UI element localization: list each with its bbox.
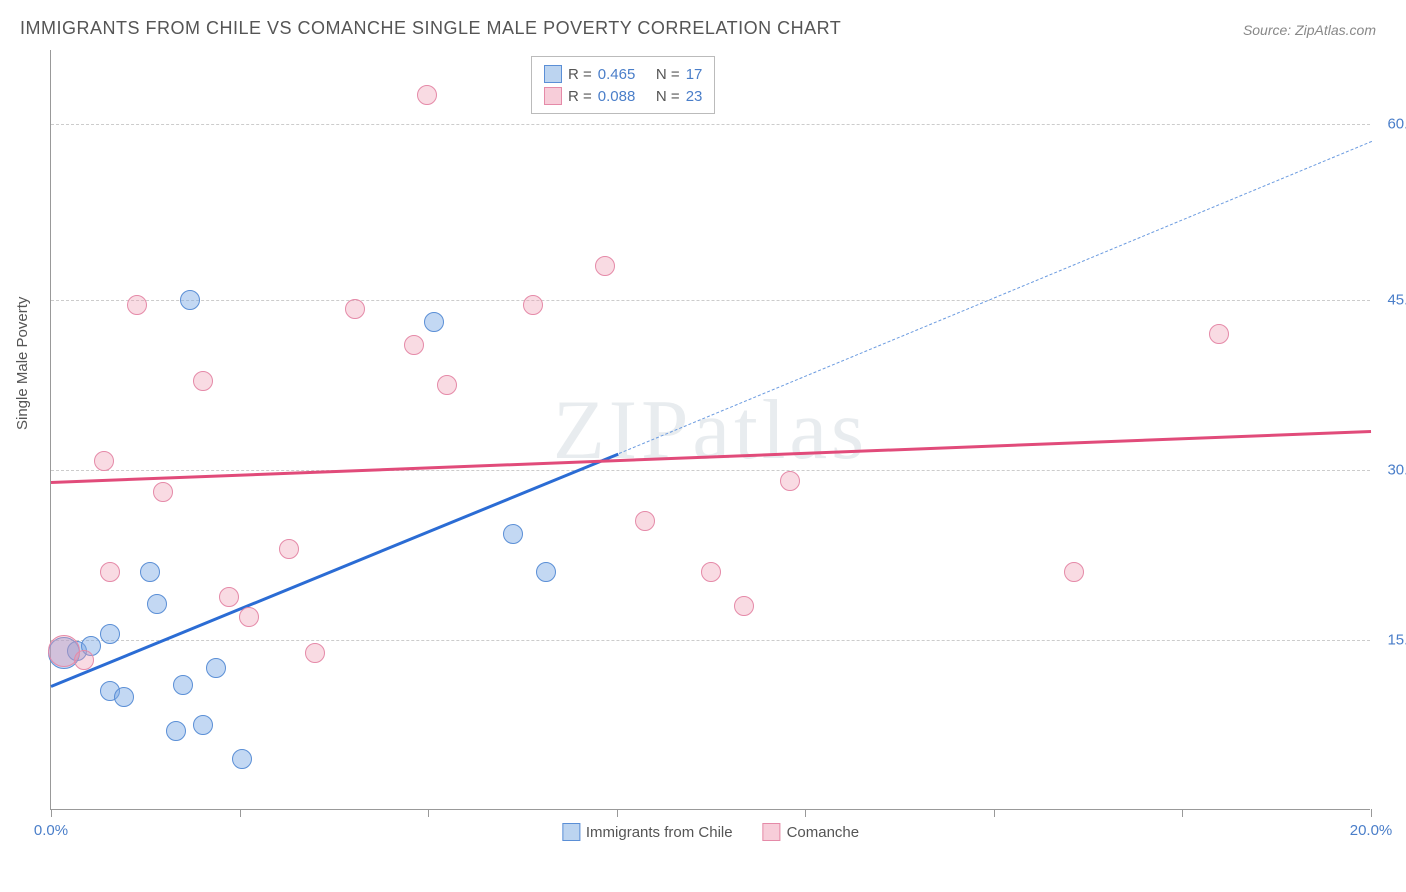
data-point — [127, 295, 147, 315]
data-point — [635, 511, 655, 531]
x-tick — [994, 809, 995, 817]
gridline — [51, 124, 1370, 125]
legend-n-label: N = — [652, 66, 680, 83]
data-point — [417, 85, 437, 105]
x-tick-label: 20.0% — [1350, 822, 1393, 839]
data-point — [279, 539, 299, 559]
legend-r-value: 0.088 — [598, 88, 646, 105]
data-point — [503, 524, 523, 544]
x-tick — [1371, 809, 1372, 817]
y-axis-label: Single Male Poverty — [14, 297, 31, 430]
legend-swatch — [544, 65, 562, 83]
data-point — [701, 562, 721, 582]
data-point — [74, 650, 94, 670]
y-tick-label: 30.0% — [1375, 461, 1406, 478]
data-point — [173, 675, 193, 695]
legend-r-label: R = — [568, 88, 592, 105]
data-point — [100, 562, 120, 582]
data-point — [180, 290, 200, 310]
legend-n-value: 17 — [686, 66, 703, 83]
data-point — [536, 562, 556, 582]
legend-swatch — [562, 823, 580, 841]
data-point — [232, 749, 252, 769]
data-point — [404, 335, 424, 355]
data-point — [219, 587, 239, 607]
data-point — [437, 375, 457, 395]
series-legend-item: Comanche — [763, 823, 860, 841]
gridline — [51, 640, 1370, 641]
x-tick — [51, 809, 52, 817]
legend-row: R = 0.088 N = 23 — [544, 85, 702, 107]
legend-n-label: N = — [652, 88, 680, 105]
source-attribution: Source: ZipAtlas.com — [1243, 22, 1376, 38]
gridline — [51, 300, 1370, 301]
x-tick — [1182, 809, 1183, 817]
chart-title: IMMIGRANTS FROM CHILE VS COMANCHE SINGLE… — [20, 18, 841, 39]
series-name: Comanche — [787, 824, 860, 841]
data-point — [239, 607, 259, 627]
y-tick-label: 60.0% — [1375, 115, 1406, 132]
trend-line — [50, 453, 619, 688]
data-point — [345, 299, 365, 319]
data-point — [734, 596, 754, 616]
data-point — [523, 295, 543, 315]
chart-plot-area: ZIPatlas 15.0%30.0%45.0%60.0%0.0%20.0%R … — [50, 50, 1370, 810]
data-point — [1064, 562, 1084, 582]
data-point — [1209, 324, 1229, 344]
legend-r-value: 0.465 — [598, 66, 646, 83]
data-point — [595, 256, 615, 276]
y-tick-label: 45.0% — [1375, 291, 1406, 308]
x-tick-label: 0.0% — [34, 822, 68, 839]
trend-line — [51, 430, 1371, 484]
trend-line-extrapolated — [618, 141, 1371, 454]
x-tick — [240, 809, 241, 817]
correlation-legend: R = 0.465 N = 17R = 0.088 N = 23 — [531, 56, 715, 114]
legend-row: R = 0.465 N = 17 — [544, 63, 702, 85]
y-tick-label: 15.0% — [1375, 631, 1406, 648]
data-point — [140, 562, 160, 582]
data-point — [424, 312, 444, 332]
gridline — [51, 470, 1370, 471]
series-name: Immigrants from Chile — [586, 824, 733, 841]
data-point — [193, 371, 213, 391]
data-point — [166, 721, 186, 741]
data-point — [100, 624, 120, 644]
data-point — [153, 482, 173, 502]
data-point — [206, 658, 226, 678]
series-legend: Immigrants from Chile Comanche — [562, 823, 859, 841]
legend-swatch — [544, 87, 562, 105]
data-point — [193, 715, 213, 735]
legend-r-label: R = — [568, 66, 592, 83]
x-tick — [617, 809, 618, 817]
data-point — [780, 471, 800, 491]
legend-swatch — [763, 823, 781, 841]
data-point — [147, 594, 167, 614]
data-point — [94, 451, 114, 471]
data-point — [305, 643, 325, 663]
series-legend-item: Immigrants from Chile — [562, 823, 733, 841]
x-tick — [805, 809, 806, 817]
data-point — [114, 687, 134, 707]
x-tick — [428, 809, 429, 817]
watermark: ZIPatlas — [553, 381, 868, 479]
legend-n-value: 23 — [686, 88, 703, 105]
